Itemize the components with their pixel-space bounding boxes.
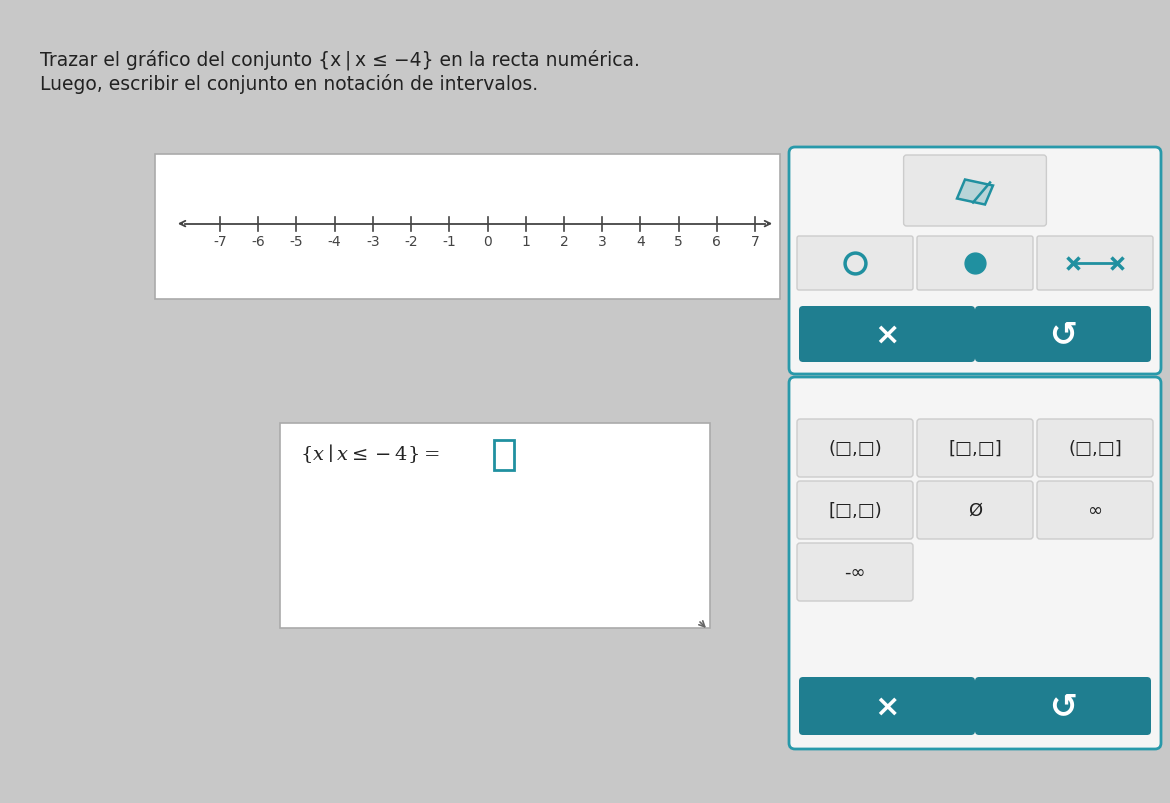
FancyBboxPatch shape bbox=[975, 307, 1151, 362]
Text: 1: 1 bbox=[522, 234, 530, 248]
Text: -1: -1 bbox=[442, 234, 456, 248]
Text: ×: × bbox=[874, 691, 900, 720]
Text: -6: -6 bbox=[252, 234, 266, 248]
FancyBboxPatch shape bbox=[975, 677, 1151, 735]
FancyBboxPatch shape bbox=[917, 419, 1033, 478]
Text: $\{x\mid x\leq -4\} =$: $\{x\mid x\leq -4\} =$ bbox=[300, 442, 440, 465]
Text: -∞: -∞ bbox=[845, 563, 866, 581]
Text: Luego, escribir el conjunto en notación de intervalos.: Luego, escribir el conjunto en notación … bbox=[40, 74, 538, 94]
Text: -4: -4 bbox=[328, 234, 342, 248]
Text: -5: -5 bbox=[290, 234, 303, 248]
Text: Trazar el gráfico del conjunto {x | x ≤ −4} en la recta numérica.: Trazar el gráfico del conjunto {x | x ≤ … bbox=[40, 50, 640, 71]
Text: 7: 7 bbox=[751, 234, 759, 248]
FancyBboxPatch shape bbox=[797, 237, 913, 291]
Text: (□,□): (□,□) bbox=[828, 439, 882, 458]
FancyBboxPatch shape bbox=[789, 148, 1161, 374]
Text: ×: × bbox=[874, 320, 900, 349]
FancyBboxPatch shape bbox=[799, 307, 975, 362]
FancyBboxPatch shape bbox=[1037, 419, 1152, 478]
FancyBboxPatch shape bbox=[1037, 237, 1152, 291]
FancyBboxPatch shape bbox=[494, 441, 514, 471]
FancyBboxPatch shape bbox=[1037, 482, 1152, 540]
Text: ∞: ∞ bbox=[1087, 501, 1102, 520]
Text: (□,□]: (□,□] bbox=[1068, 439, 1122, 458]
FancyBboxPatch shape bbox=[154, 155, 780, 300]
FancyBboxPatch shape bbox=[280, 423, 710, 628]
FancyBboxPatch shape bbox=[797, 482, 913, 540]
Text: 3: 3 bbox=[598, 234, 606, 248]
Text: -7: -7 bbox=[213, 234, 227, 248]
Text: ↺: ↺ bbox=[1049, 690, 1078, 723]
Text: 2: 2 bbox=[559, 234, 569, 248]
FancyBboxPatch shape bbox=[917, 237, 1033, 291]
Text: -3: -3 bbox=[366, 234, 380, 248]
Text: -2: -2 bbox=[405, 234, 418, 248]
FancyBboxPatch shape bbox=[799, 677, 975, 735]
Polygon shape bbox=[957, 181, 993, 206]
FancyBboxPatch shape bbox=[917, 482, 1033, 540]
Text: [□,□]: [□,□] bbox=[948, 439, 1002, 458]
FancyBboxPatch shape bbox=[789, 377, 1161, 749]
FancyBboxPatch shape bbox=[797, 419, 913, 478]
Text: 6: 6 bbox=[713, 234, 721, 248]
Text: 0: 0 bbox=[483, 234, 491, 248]
FancyBboxPatch shape bbox=[903, 156, 1046, 226]
Text: Ø: Ø bbox=[968, 501, 982, 520]
Text: [□,□): [□,□) bbox=[828, 501, 882, 520]
FancyBboxPatch shape bbox=[797, 544, 913, 601]
Text: 4: 4 bbox=[636, 234, 645, 248]
Text: 5: 5 bbox=[674, 234, 683, 248]
Text: ↺: ↺ bbox=[1049, 318, 1078, 351]
